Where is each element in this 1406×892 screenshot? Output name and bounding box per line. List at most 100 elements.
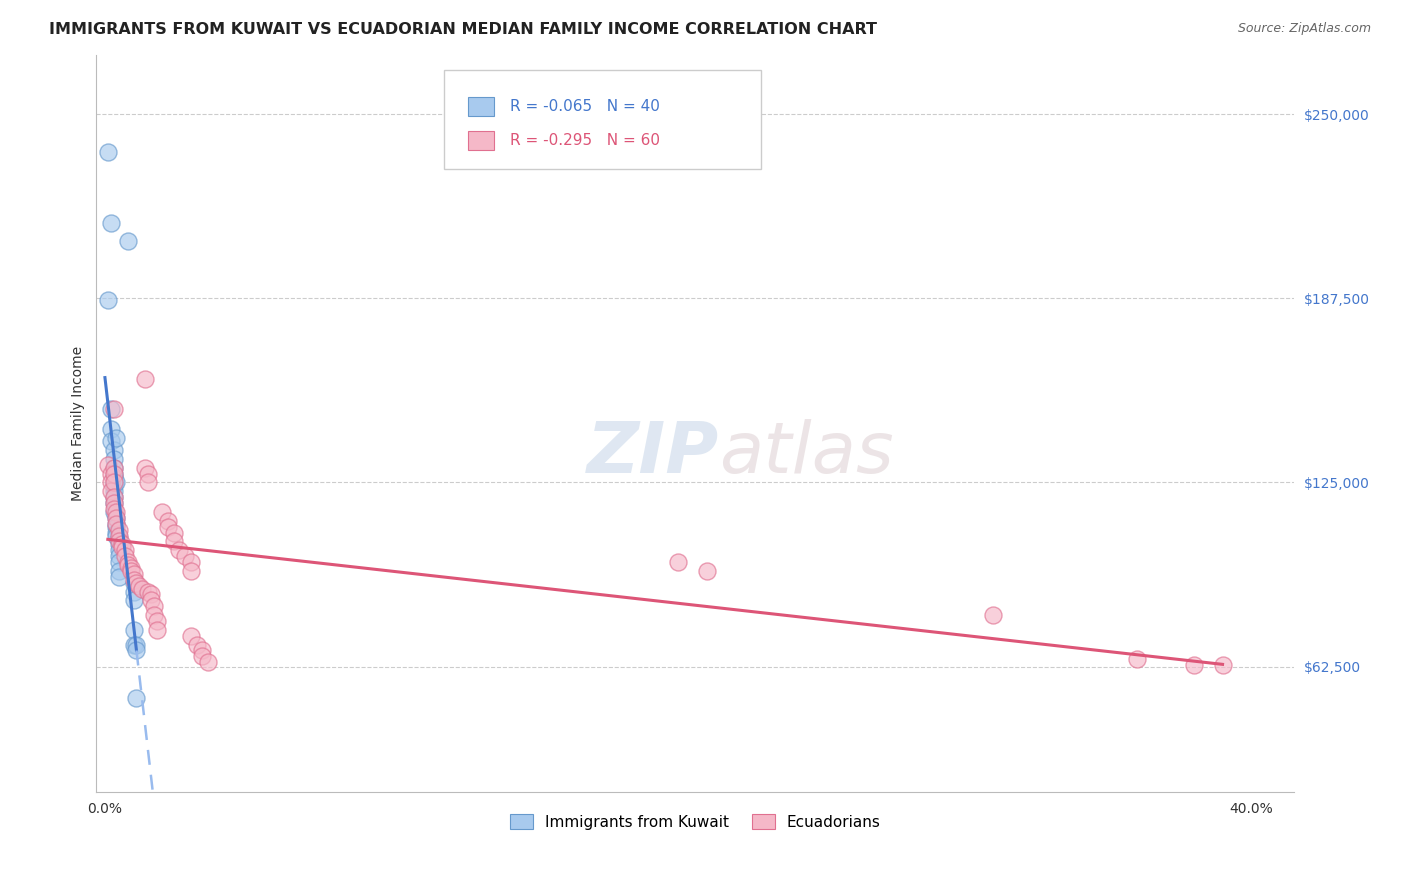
Point	[180, 555, 202, 569]
Point	[139, 593, 162, 607]
Text: Source: ZipAtlas.com: Source: ZipAtlas.com	[1237, 22, 1371, 36]
Point	[108, 564, 131, 578]
Point	[134, 460, 156, 475]
Point	[163, 534, 186, 549]
Point	[696, 564, 718, 578]
Point	[103, 484, 125, 499]
Point	[666, 555, 689, 569]
Point	[142, 599, 165, 614]
Point	[981, 608, 1004, 623]
Point	[136, 584, 159, 599]
Point	[108, 549, 131, 564]
Point	[108, 523, 131, 537]
Point	[103, 496, 125, 510]
Point	[100, 216, 122, 230]
Point	[108, 543, 131, 558]
Point	[105, 516, 128, 531]
Point	[108, 537, 131, 551]
Point	[134, 372, 156, 386]
Point	[131, 582, 153, 596]
Point	[103, 460, 125, 475]
Point	[136, 475, 159, 490]
Point	[136, 467, 159, 481]
Point	[122, 623, 145, 637]
Point	[117, 555, 139, 569]
Point	[125, 638, 148, 652]
Point	[122, 573, 145, 587]
Point	[100, 422, 122, 436]
Text: R = -0.065   N = 40: R = -0.065 N = 40	[509, 99, 659, 114]
Point	[103, 502, 125, 516]
Point	[108, 570, 131, 584]
Point	[163, 525, 186, 540]
Point	[103, 496, 125, 510]
Point	[111, 537, 134, 551]
Point	[145, 623, 167, 637]
Legend: Immigrants from Kuwait, Ecuadorians: Immigrants from Kuwait, Ecuadorians	[503, 807, 887, 836]
Point	[139, 587, 162, 601]
Point	[180, 564, 202, 578]
Point	[1182, 658, 1205, 673]
Point	[186, 638, 208, 652]
Point	[117, 558, 139, 572]
Point	[1125, 652, 1147, 666]
Point	[103, 505, 125, 519]
Point	[103, 443, 125, 458]
FancyBboxPatch shape	[468, 131, 494, 151]
Point	[128, 579, 150, 593]
Point	[122, 638, 145, 652]
Text: ZIP: ZIP	[586, 418, 720, 488]
Point	[100, 401, 122, 416]
Point	[105, 525, 128, 540]
Point	[191, 643, 214, 657]
Point	[114, 549, 136, 564]
Point	[105, 431, 128, 445]
Point	[1212, 658, 1234, 673]
Point	[150, 505, 173, 519]
Point	[103, 478, 125, 492]
Point	[103, 401, 125, 416]
Point	[125, 690, 148, 705]
Point	[103, 475, 125, 490]
Point	[105, 519, 128, 533]
Point	[122, 566, 145, 581]
Point	[103, 490, 125, 504]
Point	[105, 505, 128, 519]
Point	[103, 475, 125, 490]
Text: IMMIGRANTS FROM KUWAIT VS ECUADORIAN MEDIAN FAMILY INCOME CORRELATION CHART: IMMIGRANTS FROM KUWAIT VS ECUADORIAN MED…	[49, 22, 877, 37]
Point	[105, 511, 128, 525]
Point	[142, 608, 165, 623]
Point	[120, 561, 142, 575]
Point	[108, 532, 131, 546]
FancyBboxPatch shape	[444, 70, 761, 169]
Text: atlas: atlas	[720, 418, 894, 488]
Point	[122, 584, 145, 599]
Point	[120, 564, 142, 578]
Point	[105, 528, 128, 542]
Point	[103, 469, 125, 483]
Point	[122, 575, 145, 590]
Point	[103, 467, 125, 481]
Point	[169, 543, 191, 558]
Point	[122, 593, 145, 607]
Text: R = -0.295   N = 60: R = -0.295 N = 60	[509, 133, 659, 148]
Point	[156, 519, 179, 533]
Y-axis label: Median Family Income: Median Family Income	[72, 346, 86, 501]
Point	[145, 614, 167, 628]
Point	[156, 514, 179, 528]
Point	[125, 643, 148, 657]
Point	[97, 458, 120, 472]
Point	[103, 467, 125, 481]
Point	[100, 475, 122, 490]
Point	[108, 534, 131, 549]
Point	[100, 434, 122, 449]
Point	[108, 528, 131, 542]
Point	[100, 467, 122, 481]
Point	[97, 145, 120, 160]
FancyBboxPatch shape	[468, 97, 494, 117]
Point	[180, 629, 202, 643]
Point	[174, 549, 197, 564]
Point	[100, 484, 122, 499]
Point	[197, 655, 219, 669]
Point	[117, 234, 139, 248]
